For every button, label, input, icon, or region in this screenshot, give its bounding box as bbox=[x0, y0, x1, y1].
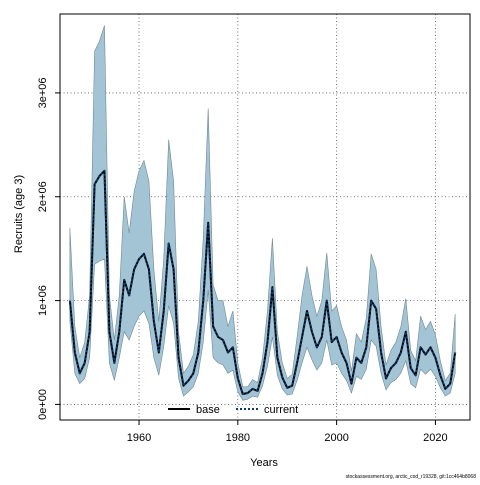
y-tick-label: 1e+06 bbox=[37, 285, 49, 316]
credit-text: stockassessment.org, arctic_cod_r19328, … bbox=[346, 474, 477, 480]
series-lines bbox=[68, 169, 457, 396]
y-axis-label: Recruits (age 3) bbox=[13, 175, 25, 253]
y-tick-label: 0e+00 bbox=[37, 389, 49, 420]
x-tick-label: 1960 bbox=[127, 432, 151, 444]
series-line-base bbox=[68, 169, 457, 396]
y-tick-label: 3e+06 bbox=[37, 77, 49, 108]
confidence-band bbox=[69, 25, 456, 401]
x-tick-label: 2020 bbox=[423, 432, 447, 444]
legend-label-base: base bbox=[196, 404, 220, 416]
x-axis-label: Years bbox=[250, 457, 278, 469]
x-axis: 1960 1980 2000 2020 bbox=[127, 420, 448, 444]
y-tick-label: 2e+06 bbox=[37, 181, 49, 212]
x-tick-label: 1980 bbox=[226, 432, 250, 444]
x-tick-label: 2000 bbox=[324, 432, 348, 444]
plot-frame bbox=[59, 13, 471, 421]
legend-label-current: current bbox=[264, 404, 298, 416]
y-axis: 0e+00 1e+06 2e+06 3e+06 bbox=[37, 77, 60, 420]
legend: base current bbox=[168, 404, 298, 416]
